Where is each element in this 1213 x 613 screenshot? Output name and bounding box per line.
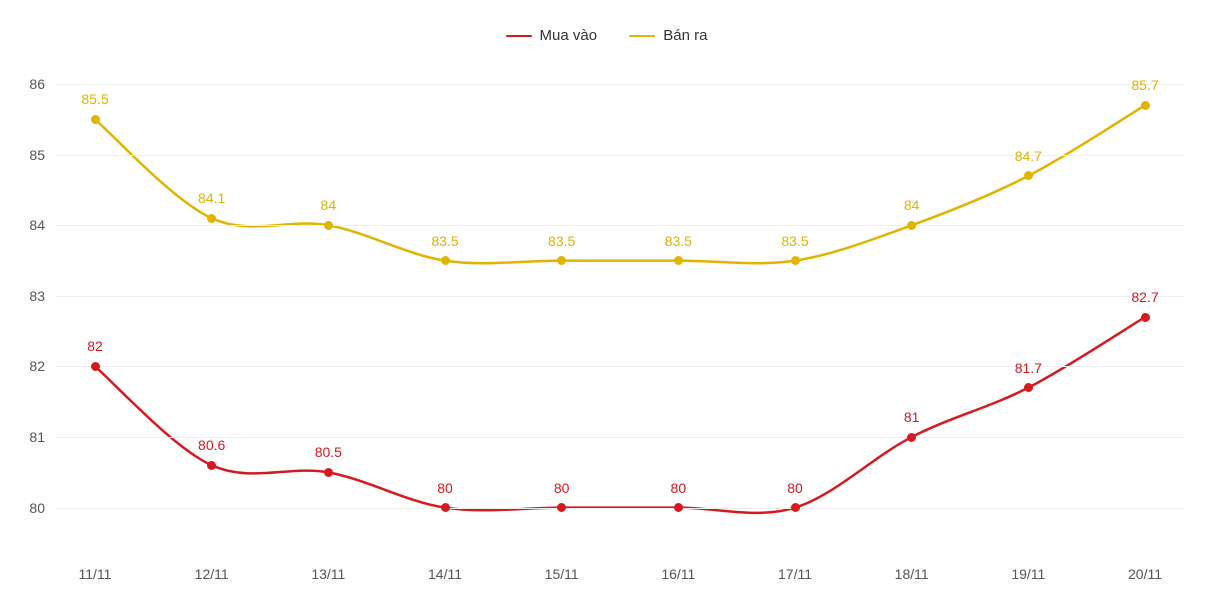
data-label-ban_ra: 84 bbox=[321, 197, 337, 213]
x-axis-label: 19/11 bbox=[1011, 566, 1045, 582]
marker-mua_vao bbox=[791, 503, 800, 512]
legend-item-ban-ra: Bán ra bbox=[629, 27, 707, 44]
y-axis-label: 81 bbox=[29, 429, 45, 445]
data-label-ban_ra: 83.5 bbox=[781, 233, 808, 249]
marker-ban_ra bbox=[207, 214, 216, 223]
data-label-mua_vao: 80 bbox=[437, 480, 453, 496]
legend-swatch-mua-vao bbox=[506, 35, 532, 38]
marker-mua_vao bbox=[207, 461, 216, 470]
data-label-ban_ra: 85.5 bbox=[81, 91, 108, 107]
series-lines bbox=[55, 70, 1185, 550]
x-axis-label: 18/11 bbox=[895, 566, 929, 582]
data-label-ban_ra: 84.1 bbox=[198, 190, 225, 206]
marker-ban_ra bbox=[441, 256, 450, 265]
marker-mua_vao bbox=[907, 433, 916, 442]
data-label-mua_vao: 80 bbox=[671, 480, 687, 496]
grid-line bbox=[55, 508, 1185, 509]
data-label-ban_ra: 83.5 bbox=[665, 233, 692, 249]
y-axis-label: 84 bbox=[29, 217, 45, 233]
data-label-mua_vao: 80 bbox=[554, 480, 570, 496]
data-label-ban_ra: 83.5 bbox=[548, 233, 575, 249]
x-axis-label: 15/11 bbox=[545, 566, 579, 582]
data-label-mua_vao: 82.7 bbox=[1131, 289, 1158, 305]
data-label-ban_ra: 84.7 bbox=[1015, 148, 1042, 164]
y-axis-label: 83 bbox=[29, 288, 45, 304]
grid-line bbox=[55, 84, 1185, 85]
legend-swatch-ban-ra bbox=[629, 35, 655, 38]
x-axis-label: 14/11 bbox=[428, 566, 462, 582]
data-label-ban_ra: 85.7 bbox=[1131, 77, 1158, 93]
marker-ban_ra bbox=[674, 256, 683, 265]
marker-mua_vao bbox=[674, 503, 683, 512]
x-axis-label: 11/11 bbox=[79, 566, 112, 582]
marker-mua_vao bbox=[441, 503, 450, 512]
series-line-mua_vao bbox=[95, 317, 1145, 513]
marker-ban_ra bbox=[91, 115, 100, 124]
plot-area: 8081828384858611/1112/1113/1114/1115/111… bbox=[55, 70, 1185, 550]
data-label-mua_vao: 82 bbox=[87, 338, 103, 354]
y-axis-label: 80 bbox=[29, 500, 45, 516]
legend: Mua vào Bán ra bbox=[0, 24, 1213, 44]
data-label-mua_vao: 81.7 bbox=[1015, 360, 1042, 376]
marker-mua_vao bbox=[91, 362, 100, 371]
marker-ban_ra bbox=[1141, 101, 1150, 110]
x-axis-label: 13/11 bbox=[311, 566, 345, 582]
data-label-mua_vao: 80.5 bbox=[315, 444, 342, 460]
legend-item-mua-vao: Mua vào bbox=[506, 27, 598, 44]
x-axis-label: 20/11 bbox=[1128, 566, 1162, 582]
data-label-mua_vao: 80 bbox=[787, 480, 803, 496]
data-label-ban_ra: 83.5 bbox=[431, 233, 458, 249]
data-label-ban_ra: 84 bbox=[904, 197, 920, 213]
marker-ban_ra bbox=[907, 221, 916, 230]
line-chart: Mua vào Bán ra 80 81 82 83 84 85 86 11/11 12/11 1… bbox=[0, 0, 1213, 613]
data-label-mua_vao: 81 bbox=[904, 409, 920, 425]
marker-mua_vao bbox=[1024, 383, 1033, 392]
x-axis-label: 12/11 bbox=[195, 566, 229, 582]
x-axis-label: 16/11 bbox=[661, 566, 695, 582]
grid-line bbox=[55, 296, 1185, 297]
marker-ban_ra bbox=[324, 221, 333, 230]
y-axis-label: 82 bbox=[29, 358, 45, 374]
marker-mua_vao bbox=[1141, 313, 1150, 322]
series-line-ban_ra bbox=[95, 105, 1145, 263]
grid-line bbox=[55, 225, 1185, 226]
marker-mua_vao bbox=[324, 468, 333, 477]
legend-label-ban-ra: Bán ra bbox=[663, 27, 707, 44]
marker-ban_ra bbox=[791, 256, 800, 265]
y-axis-label: 86 bbox=[29, 76, 45, 92]
legend-label-mua-vao: Mua vào bbox=[540, 27, 598, 44]
data-label-mua_vao: 80.6 bbox=[198, 437, 225, 453]
x-axis-label: 17/11 bbox=[778, 566, 812, 582]
y-axis-label: 85 bbox=[29, 147, 45, 163]
